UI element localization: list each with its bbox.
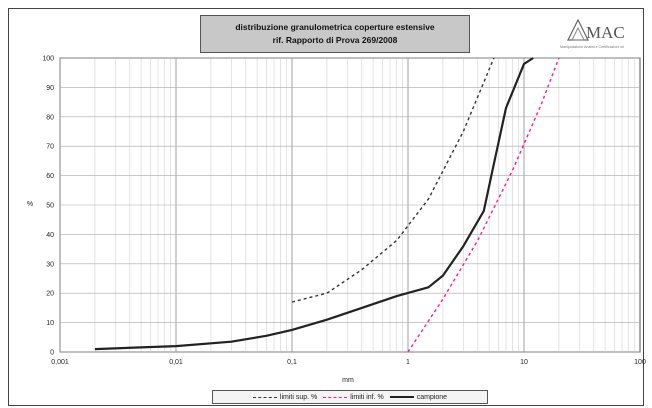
legend-swatch-lower: [323, 396, 348, 398]
y-tick-label: 90: [46, 85, 54, 92]
y-tick-label: 0: [50, 350, 54, 357]
mac-logo-icon: MAC Manipolazione Analisi e Certificazio…: [560, 18, 625, 49]
x-axis-label: mm: [342, 377, 354, 384]
y-tick-label: 40: [46, 232, 54, 239]
y-tick-label: 100: [42, 56, 54, 63]
legend-swatch-sample: [389, 396, 414, 398]
x-tick-label: 0,01: [169, 359, 183, 366]
legend-swatch-upper: [252, 396, 277, 398]
legend-item-lower: limiti inf. %: [323, 393, 384, 401]
logo-subtitle: Manipolazione Analisi e Certificazioni s…: [560, 45, 624, 49]
y-tick-label: 20: [46, 291, 54, 298]
chart-subtitle: rif. Rapporto di Prova 269/2008: [272, 35, 398, 45]
chart-title-box: distribuzione granulometrica coperture e…: [200, 15, 470, 53]
series-lines: [94, 57, 560, 353]
legend-item-sample: campione: [389, 393, 448, 401]
legend-label-upper: limiti sup. %: [279, 393, 318, 401]
series-line-1: [407, 57, 560, 353]
y-tick-label: 80: [46, 114, 54, 121]
x-tick-label: 100: [634, 359, 646, 366]
y-tick-label: 10: [46, 320, 54, 327]
x-tick-label: 0,001: [51, 359, 69, 366]
grid-lines: [59, 57, 641, 353]
y-tick-label: 60: [46, 173, 54, 180]
x-tick-label: 0,1: [287, 359, 297, 366]
mac-logo: MAC Manipolazione Analisi e Certificazio…: [560, 14, 652, 54]
y-tick-label: 50: [46, 203, 54, 210]
logo-text: MAC: [586, 23, 625, 42]
y-axis-label: %: [27, 201, 33, 208]
chart-legend: limiti sup. % limiti inf. % campione: [212, 390, 488, 404]
series-line-2: [94, 57, 534, 351]
y-tick-label: 30: [46, 261, 54, 268]
legend-label-lower: limiti inf. %: [350, 393, 384, 401]
legend-label-sample: campione: [416, 393, 448, 401]
axes: 0 10 20 30 40 50 60 70 80 90 100 0,001 0,01 0,1 1 10 100: [42, 56, 646, 367]
legend-item-upper: limiti sup. %: [252, 393, 318, 401]
x-tick-label: 10: [520, 359, 528, 366]
x-tick-label: 1: [406, 359, 410, 366]
chart-title: distribuzione granulometrica coperture e…: [235, 22, 435, 32]
y-tick-label: 70: [46, 144, 54, 151]
